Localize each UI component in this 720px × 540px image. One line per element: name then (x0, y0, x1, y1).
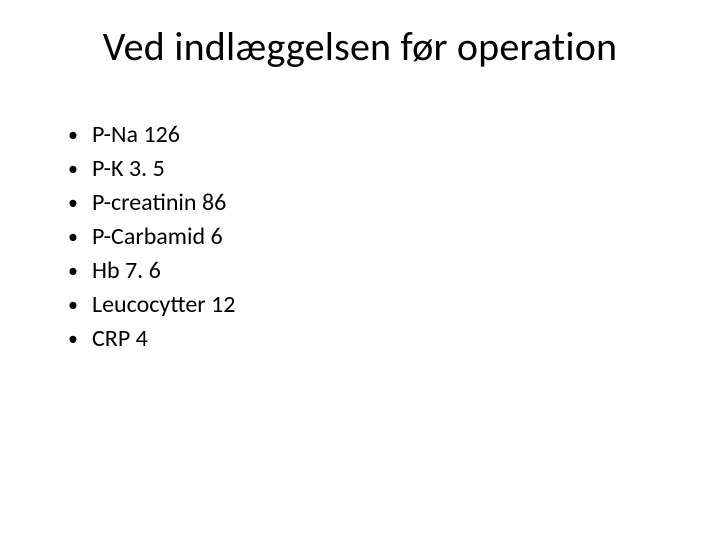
list-item: P-K 3. 5 (68, 152, 666, 186)
list-item: Hb 7. 6 (68, 254, 666, 288)
slide-title: Ved indlæggelsen før operation (54, 24, 666, 70)
list-item: P-creatinin 86 (68, 186, 666, 220)
list-item: P-Carbamid 6 (68, 220, 666, 254)
list-item: P-Na 126 (68, 118, 666, 152)
list-item: Leucocytter 12 (68, 288, 666, 322)
list-item: CRP 4 (68, 322, 666, 356)
slide: Ved indlæggelsen før operation P-Na 126 … (0, 0, 720, 540)
bullet-list: P-Na 126 P-K 3. 5 P-creatinin 86 P-Carba… (54, 118, 666, 357)
